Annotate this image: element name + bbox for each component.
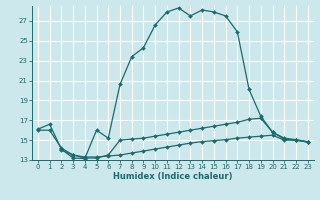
X-axis label: Humidex (Indice chaleur): Humidex (Indice chaleur) <box>113 172 233 181</box>
